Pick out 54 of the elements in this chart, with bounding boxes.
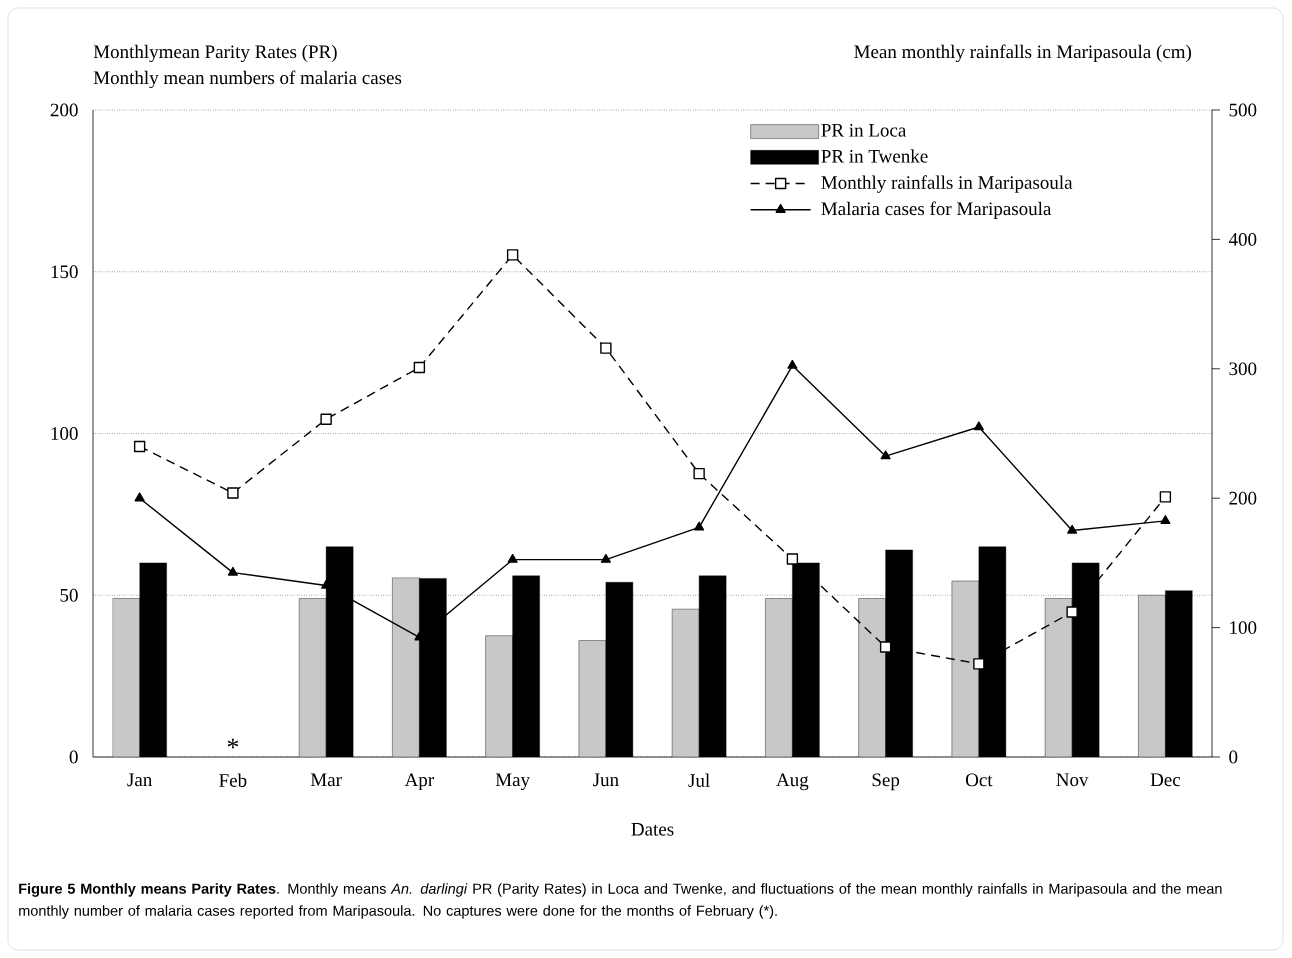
point bbox=[507, 553, 518, 563]
text: Figure 5 Monthly means Parity Rates. Monthly means An. darlingi PR (Parity Rates) in Loca and Twenke, and fluctuations of the mean monthly rainfalls in Maripasoula and the mean monthly number of malaria cases reported from Maripasoula. No captures were done for the months of February (*). bbox=[19, 883, 1222, 919]
legend-label: PR in Twenke bbox=[821, 149, 928, 163]
x-tick-label: Apr bbox=[404, 773, 434, 791]
point bbox=[1066, 606, 1078, 618]
point bbox=[600, 553, 611, 563]
y2-tick-label: 500 bbox=[1229, 103, 1257, 117]
y-tick-label: 150 bbox=[51, 265, 78, 279]
y2-tick-label: 200 bbox=[1229, 491, 1257, 505]
point bbox=[413, 361, 426, 374]
point bbox=[227, 487, 239, 499]
point bbox=[1160, 515, 1171, 525]
x-tick-label: Dec bbox=[1150, 773, 1181, 787]
point bbox=[786, 553, 799, 565]
point bbox=[1067, 524, 1078, 534]
y-tick-label: 200 bbox=[50, 103, 78, 117]
x-tick-label: Feb bbox=[219, 773, 247, 787]
legend-label: Malaria cases for Maripasoula bbox=[821, 201, 1052, 220]
point bbox=[227, 566, 238, 576]
point bbox=[693, 467, 705, 480]
x-axis-title: Dates bbox=[631, 823, 674, 836]
x-tick-label: Nov bbox=[1056, 773, 1089, 787]
x-tick-label: Jul bbox=[688, 773, 710, 787]
point bbox=[1159, 491, 1172, 503]
point bbox=[506, 249, 519, 261]
point bbox=[134, 492, 145, 502]
x-tick-label: Aug bbox=[776, 773, 809, 791]
annotation: * bbox=[227, 738, 239, 749]
point bbox=[600, 342, 612, 354]
point bbox=[973, 421, 984, 431]
x-tick-label: Jun bbox=[593, 773, 619, 787]
y2-tick-label: 400 bbox=[1228, 232, 1257, 246]
y-tick-label: 100 bbox=[51, 427, 78, 440]
y-axis-title: Monthlymean Parity Rates (PR) bbox=[93, 44, 337, 63]
point bbox=[694, 521, 705, 531]
x-tick-label: Jan bbox=[127, 773, 152, 787]
text: Monthly mean numbers of malaria cases bbox=[93, 70, 402, 89]
y2-tick-label: 0 bbox=[1229, 750, 1238, 764]
x-tick-label: May bbox=[495, 773, 530, 791]
legend-label: PR in Loca bbox=[821, 123, 907, 137]
y2-tick-label: 100 bbox=[1230, 621, 1257, 635]
legend-label: Monthly rainfalls in Maripasoula bbox=[821, 175, 1073, 193]
point bbox=[973, 658, 985, 670]
y2-tick-label: 300 bbox=[1229, 362, 1257, 376]
x-tick-label: Sep bbox=[872, 773, 900, 791]
x-tick-label: Mar bbox=[310, 773, 342, 787]
point bbox=[320, 413, 332, 425]
x-tick-label: Oct bbox=[965, 773, 993, 787]
y-tick-label: 0 bbox=[69, 750, 78, 764]
point bbox=[880, 450, 891, 460]
y-tick-label: 50 bbox=[60, 588, 78, 602]
point bbox=[133, 440, 146, 453]
point bbox=[787, 359, 798, 369]
y2-axis-title: Mean monthly rainfalls in Maripasoula (cm) bbox=[854, 44, 1192, 63]
